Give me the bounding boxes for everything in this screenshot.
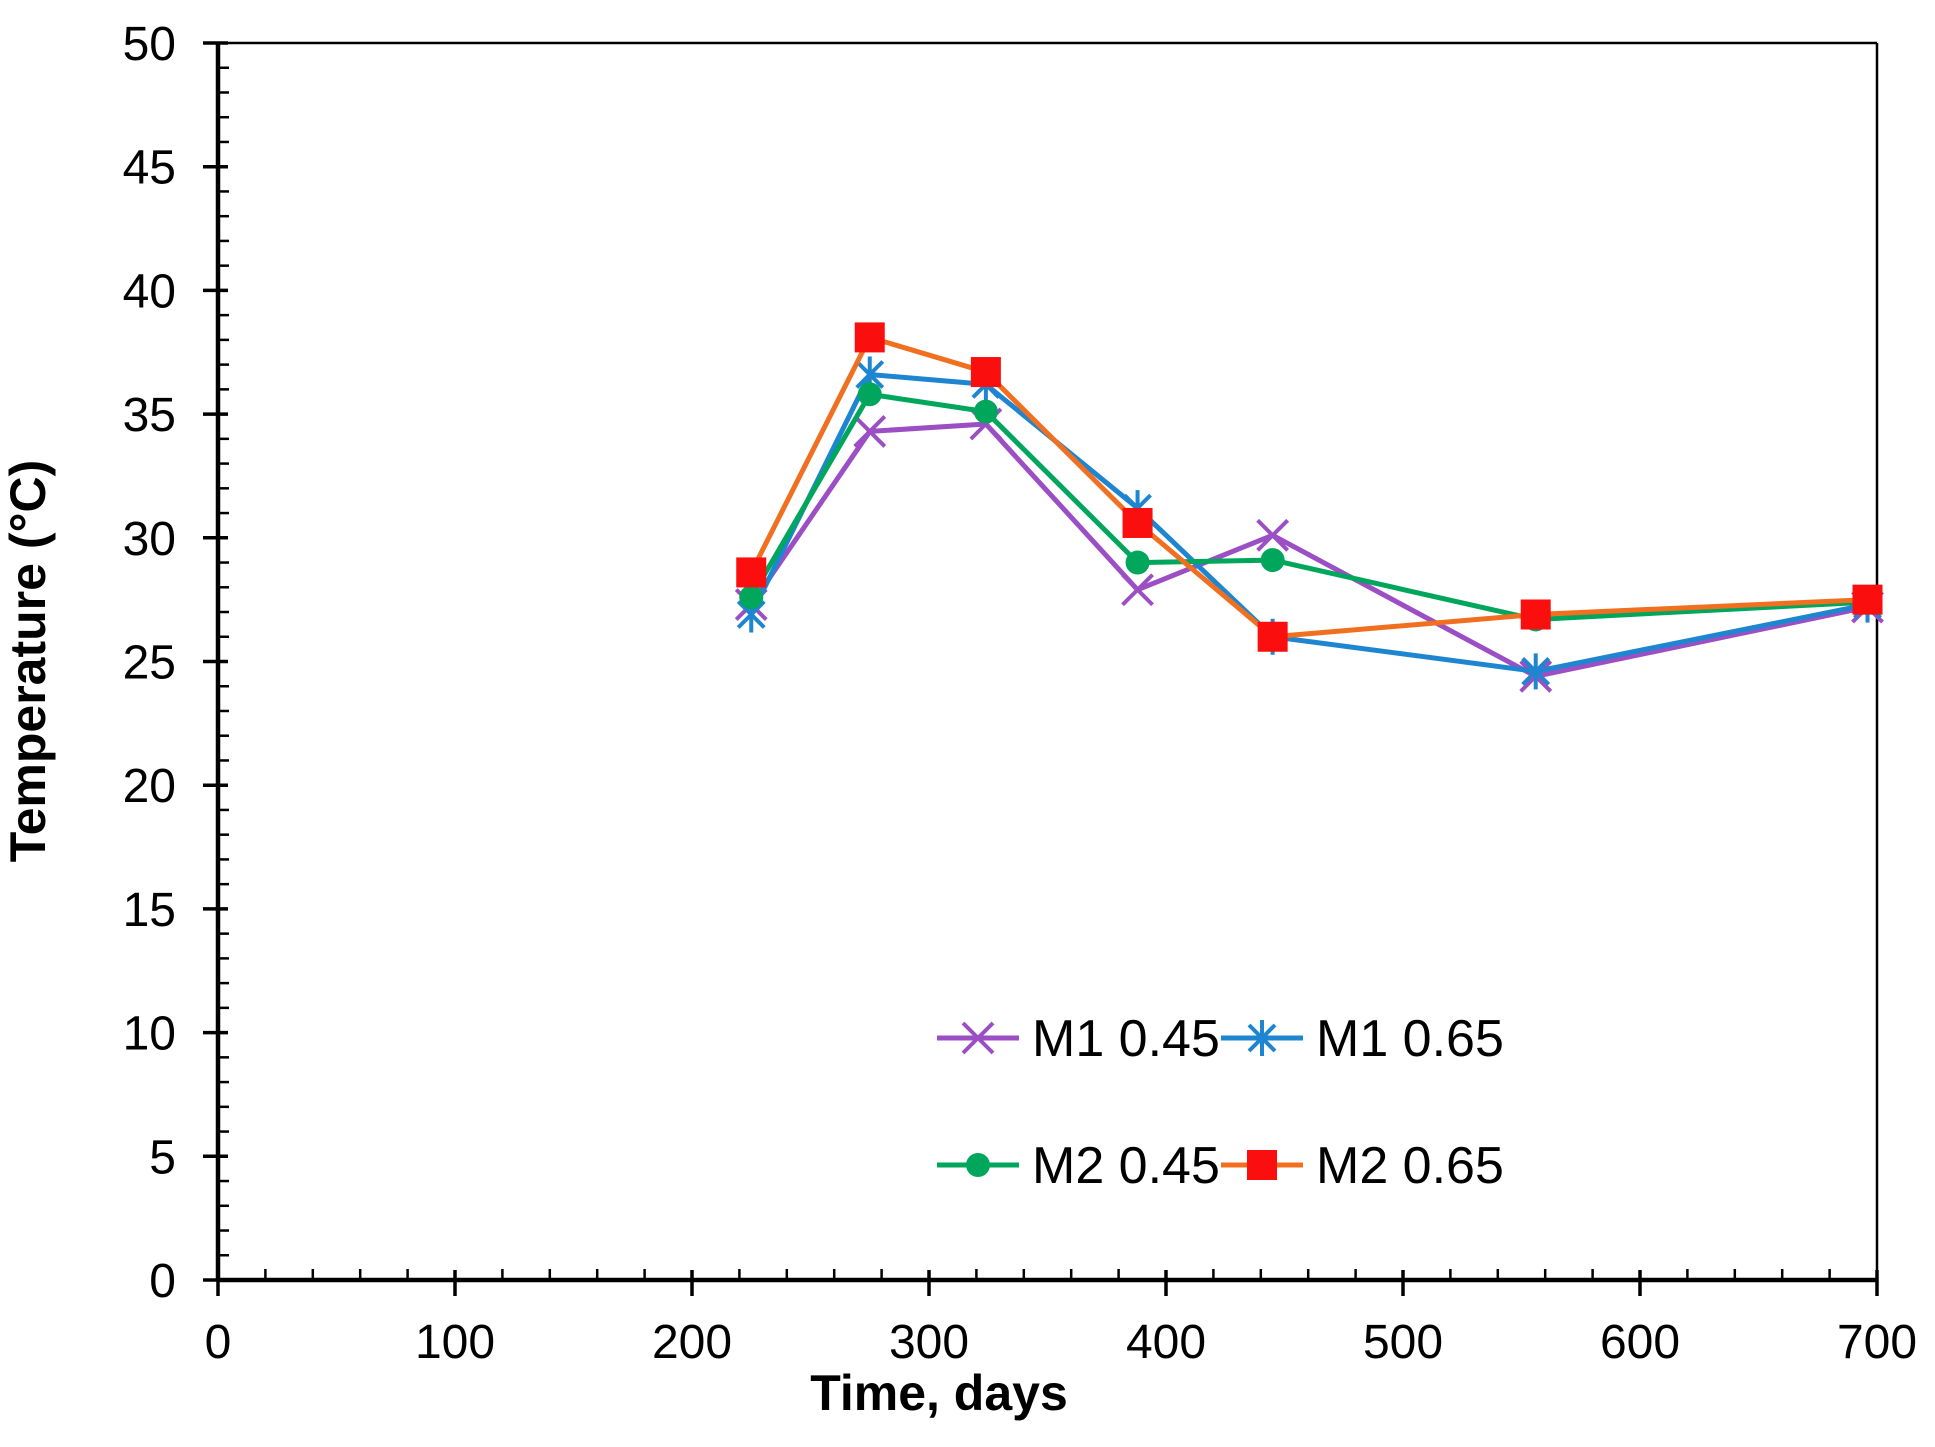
x-axis-tick-label: 400 [1126,1316,1206,1369]
x-axis-tick-label: 100 [415,1316,495,1369]
legend-key-m2-0-45-circle-marker [966,1153,990,1177]
data-point-m1-0-45-x-marker [853,415,887,448]
legend-key-m1-0-65-asterisk-marker [1247,1023,1277,1053]
y-axis-tick-label: 35 [123,389,176,442]
x-axis-tick-label: 200 [652,1316,732,1369]
data-point-m2-0-65-square-marker [1852,584,1883,615]
legend-label-m2-0-45: M2 0.45 [1032,1137,1220,1195]
data-point-m2-0-65-square-marker [854,322,885,353]
x-axis-tick-label: 300 [889,1316,969,1369]
data-point-m1-0-45-x-marker [1256,518,1290,552]
legend-label-m1-0-65: M1 0.65 [1316,1010,1504,1068]
y-axis-title: Temperature (°C) [0,460,56,862]
data-point-m2-0-45-circle-marker [857,382,882,407]
x-axis-title: Time, days [810,1365,1068,1421]
y-axis-tick-label: 15 [123,884,176,937]
data-point-m2-0-45-circle-marker [739,585,764,610]
y-axis-tick-label: 50 [123,18,176,71]
data-point-m2-0-65-square-marker [970,357,1001,388]
data-point-m2-0-45-circle-marker [973,399,998,424]
y-axis-tick-label: 25 [123,637,176,690]
legend-key-m1-0-45-x-marker [961,1021,995,1055]
data-point-m2-0-45-circle-marker [1125,550,1150,575]
data-point-m1-0-45-x-marker [1121,573,1154,607]
y-axis-tick-label: 5 [149,1131,176,1184]
y-axis-tick-label: 45 [123,142,176,195]
y-axis-tick-label: 10 [123,1008,176,1061]
x-axis-tick-label: 500 [1363,1316,1443,1369]
y-axis-tick-label: 0 [149,1255,176,1308]
legend-label-m2-0-65: M2 0.65 [1316,1137,1504,1195]
y-axis-tick-label: 30 [123,513,176,566]
data-point-m2-0-45-circle-marker [1260,548,1285,573]
data-point-m2-0-65-square-marker [1520,599,1551,630]
data-point-m2-0-65-square-marker [736,557,767,588]
series-line-m2-0-65 [748,334,1871,640]
y-axis-tick-label: 40 [123,265,176,318]
data-point-m2-0-65-square-marker [1257,621,1288,652]
legend-label-m1-0-45: M1 0.45 [1032,1010,1220,1068]
data-point-m1-0-65-asterisk-marker [736,600,766,629]
data-point-m2-0-65-square-marker [1122,507,1153,538]
legend-key-m2-0-65-square-marker [1247,1150,1277,1180]
x-axis-tick-label: 600 [1600,1316,1680,1369]
data-point-m1-0-65-asterisk-marker [855,360,885,389]
y-axis-tick-label: 20 [123,760,176,813]
x-axis-tick-label: 700 [1837,1316,1917,1369]
x-axis-tick-label: 0 [205,1316,232,1369]
data-point-m1-0-65-asterisk-marker [1521,656,1551,686]
series-line-m1-0-65 [748,372,1871,674]
